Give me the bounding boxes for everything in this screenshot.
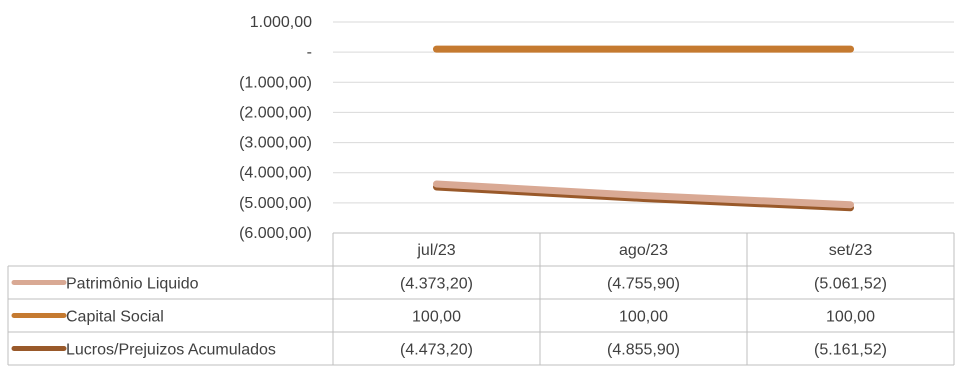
series-name: Capital Social [66, 309, 164, 326]
data-value: (4.755,90) [607, 276, 680, 293]
data-value: (4.855,90) [607, 342, 680, 359]
data-value: (4.373,20) [400, 276, 473, 293]
y-tick-label: (3.000,00) [239, 135, 312, 152]
series-name: Patrimônio Liquido [66, 276, 199, 293]
data-value: 100,00 [826, 309, 875, 326]
y-tick-label: (2.000,00) [239, 104, 312, 121]
series-name: Lucros/Prejuizos Acumulados [66, 342, 276, 359]
data-value: (5.061,52) [814, 276, 887, 293]
data-value: (4.473,20) [400, 342, 473, 359]
y-tick-label: - [307, 44, 312, 61]
y-tick-label: (1.000,00) [239, 74, 312, 91]
data-value: (5.161,52) [814, 342, 887, 359]
y-tick-label: (4.000,00) [239, 165, 312, 182]
y-tick-label: (6.000,00) [239, 225, 312, 242]
data-value: 100,00 [619, 309, 668, 326]
series-line [433, 180, 854, 209]
y-tick-label: 1.000,00 [250, 14, 312, 31]
y-tick-label: (5.000,00) [239, 195, 312, 212]
x-category-label: set/23 [829, 242, 873, 259]
x-category-label: ago/23 [619, 242, 668, 259]
x-category-label: jul/23 [416, 242, 455, 259]
data-value: 100,00 [412, 309, 461, 326]
